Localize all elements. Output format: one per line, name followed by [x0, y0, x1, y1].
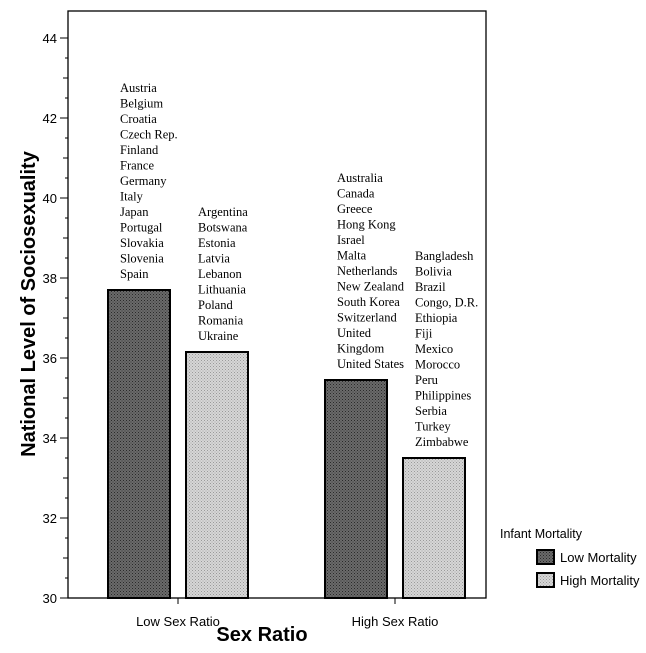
x-axis-title: Sex Ratio [216, 624, 307, 646]
legend-title: Infant Mortality [500, 527, 583, 541]
country-label: Australia [337, 171, 383, 185]
country-label: South Korea [337, 295, 400, 309]
bar-low-mortality-0 [107, 289, 171, 599]
country-label: United [337, 326, 372, 340]
country-label: Turkey [415, 420, 451, 434]
country-label: Malta [337, 249, 367, 263]
country-label: Serbia [415, 404, 447, 418]
country-label: Romania [198, 314, 244, 328]
y-tick-label: 38 [43, 271, 57, 286]
country-label: United States [337, 357, 404, 371]
country-label: Slovakia [120, 236, 164, 250]
country-label: Hong Kong [337, 218, 396, 232]
country-label: France [120, 159, 154, 173]
country-label: New Zealand [337, 280, 405, 294]
country-label: Bangladesh [415, 249, 474, 263]
y-tick-label: 42 [43, 111, 57, 126]
country-label: Kingdom [337, 342, 385, 356]
country-label: Slovenia [120, 252, 164, 266]
x-tick-label: Low Sex Ratio [136, 614, 220, 629]
country-label: Belgium [120, 97, 163, 111]
legend-label: Low Mortality [560, 550, 637, 565]
country-label: Latvia [198, 252, 230, 266]
x-tick-label: High Sex Ratio [352, 614, 439, 629]
country-label: Finland [120, 143, 159, 157]
country-label: Japan [120, 205, 149, 219]
country-label: Philippines [415, 389, 471, 403]
country-label: Congo, D.R. [415, 296, 478, 310]
country-label: Zimbabwe [415, 435, 469, 449]
country-label: Peru [415, 373, 439, 387]
bars-group [107, 289, 466, 599]
country-label: Argentina [198, 205, 248, 219]
bar-low-mortality-1 [324, 379, 388, 599]
y-tick-label: 30 [43, 591, 57, 606]
y-tick-label: 32 [43, 511, 57, 526]
country-label: Brazil [415, 280, 446, 294]
y-axis: 30 32 34 36 38 40 42 44 [43, 31, 68, 606]
x-axis-tick-labels: Low Sex Ratio High Sex Ratio [136, 598, 438, 629]
country-label: Switzerland [337, 311, 397, 325]
country-label: Mexico [415, 342, 453, 356]
country-label: Italy [120, 190, 144, 204]
country-label: Germany [120, 174, 167, 188]
country-label: Croatia [120, 112, 157, 126]
bar-high-mortality-1 [402, 457, 466, 599]
country-label: Austria [120, 81, 157, 95]
country-label: Czech Rep. [120, 128, 178, 142]
legend: Infant Mortality Low Mortality High Morta… [500, 527, 640, 588]
y-axis-title: National Level of Sociosexuality [18, 150, 40, 457]
country-label: Estonia [198, 236, 236, 250]
country-label: Canada [337, 187, 375, 201]
legend-swatch [536, 549, 555, 565]
country-label: Botswana [198, 221, 248, 235]
country-label: Greece [337, 202, 373, 216]
legend-swatch [536, 572, 555, 588]
country-label: Ukraine [198, 329, 239, 343]
country-label: Fiji [415, 327, 433, 341]
country-label: Lebanon [198, 267, 242, 281]
country-label: Israel [337, 233, 365, 247]
bar-high-mortality-0 [185, 351, 249, 599]
country-label: Netherlands [337, 264, 398, 278]
country-label: Spain [120, 267, 149, 281]
country-label: Poland [198, 298, 233, 312]
country-label: Bolivia [415, 265, 452, 279]
y-tick-label: 36 [43, 351, 57, 366]
y-tick-label: 44 [43, 31, 57, 46]
country-label: Morocco [415, 358, 460, 372]
country-label: Lithuania [198, 283, 246, 297]
y-tick-label: 34 [43, 431, 57, 446]
plot-area-frame [67, 10, 487, 599]
country-label: Portugal [120, 221, 163, 235]
y-tick-label: 40 [43, 191, 57, 206]
legend-label: High Mortality [560, 573, 640, 588]
country-label: Ethiopia [415, 311, 458, 325]
